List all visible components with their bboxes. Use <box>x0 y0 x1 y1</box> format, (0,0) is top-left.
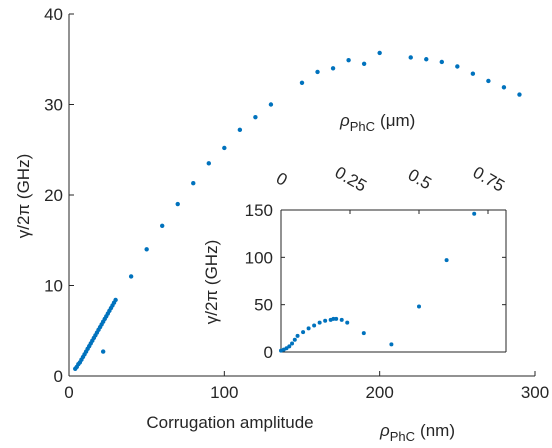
main-y-tick-label: 20 <box>44 186 63 205</box>
inset-y-tick-label: 100 <box>245 248 273 267</box>
main-y-ticks: 0 10 20 30 40 <box>44 5 74 386</box>
main-data-point <box>470 71 476 76</box>
main-y-axis-label: γ/2π (GHz) <box>14 154 33 238</box>
main-data-point <box>253 114 258 120</box>
inset-data-point <box>287 344 292 349</box>
inset-data-point <box>361 331 366 336</box>
inset-y-tick-label: 150 <box>245 201 273 220</box>
main-y-tick-label: 10 <box>44 277 63 296</box>
main-x-tick-label: 0 <box>64 383 73 402</box>
inset-x-label-unit: (nm) <box>420 421 455 440</box>
inset-y-tick-label: 0 <box>264 343 273 362</box>
inset-data-point <box>292 337 297 342</box>
main-data-point <box>486 78 491 84</box>
inset-data-point <box>323 318 328 323</box>
inset-top-tick-label: 0.25 <box>332 163 370 196</box>
inset-data-point <box>317 320 322 325</box>
main-data-point <box>439 59 444 65</box>
inset-y-tick-label: 50 <box>254 296 273 315</box>
main-data-point <box>160 223 165 228</box>
inset-data-point <box>290 341 295 346</box>
inset-data-point <box>472 211 477 216</box>
main-plot: 0 100 200 300 0 10 20 30 40 Corrugation amplitu… <box>14 5 549 432</box>
main-data-point <box>424 57 429 62</box>
inset-x-axis-label: ρPhC (nm) <box>379 421 455 444</box>
main-data-point <box>144 247 149 252</box>
main-data-point <box>237 127 243 133</box>
main-data-points <box>73 50 522 371</box>
inset-y-axis-label: γ/2π (GHz) <box>202 240 221 324</box>
inset-data-point <box>389 342 394 347</box>
inset-top-tick-label: 0.5 <box>405 165 435 193</box>
main-data-point <box>455 64 460 69</box>
main-data-point <box>113 297 118 303</box>
main-data-point <box>100 349 106 354</box>
main-y-tick-label: 0 <box>54 367 63 386</box>
inset-x-label-subscript: PhC <box>390 429 415 444</box>
main-data-point <box>346 57 351 63</box>
main-data-point <box>330 66 336 71</box>
inset-data-point <box>417 304 421 309</box>
main-x-tick-label: 100 <box>210 383 238 402</box>
main-data-point <box>128 274 134 279</box>
inset-data-point <box>331 316 336 321</box>
inset-data-point <box>444 258 449 263</box>
inset-data-point <box>339 317 344 322</box>
inset-data-point <box>334 316 339 321</box>
inset-y-ticks: 0 50 100 150 <box>245 201 506 362</box>
inset-top-label-subscript: PhC <box>350 119 375 134</box>
inset-data-point <box>345 320 350 325</box>
inset-top-label-symbol: ρ <box>339 111 350 130</box>
main-x-tick-label: 200 <box>365 383 393 402</box>
main-y-tick-label: 40 <box>44 5 63 24</box>
main-data-point <box>408 55 413 60</box>
main-data-point <box>175 201 180 207</box>
main-data-point <box>268 102 274 107</box>
inset-data-point <box>301 330 306 335</box>
main-data-point <box>299 80 305 85</box>
inset-top-tick-label: 0 <box>273 169 291 190</box>
main-data-point <box>377 50 382 56</box>
inset-data-point <box>312 323 317 328</box>
inset-data-point <box>295 333 300 338</box>
inset-top-ticks: 0 0.25 0.5 0.75 <box>273 163 508 214</box>
main-data-point <box>361 61 367 66</box>
main-data-point <box>206 161 211 166</box>
inset-data-points <box>279 211 477 353</box>
main-data-point <box>501 85 507 90</box>
inset-background <box>281 210 506 352</box>
main-data-point <box>222 145 227 151</box>
main-data-point <box>315 69 320 75</box>
main-data-point <box>517 92 522 97</box>
main-data-point <box>191 181 196 186</box>
inset-top-tick-label: 0.75 <box>470 163 508 196</box>
main-x-axis-label: Corrugation amplitude <box>146 413 313 432</box>
inset-data-point <box>306 326 311 331</box>
inset-x-label-symbol: ρ <box>379 421 390 440</box>
main-x-tick-label: 300 <box>521 383 549 402</box>
inset-top-label-unit: (μm) <box>380 111 415 130</box>
main-y-tick-label: 30 <box>44 96 63 115</box>
inset-top-axis-label: ρPhC (μm) <box>339 111 415 134</box>
main-x-ticks: 0 100 200 300 <box>64 371 549 402</box>
